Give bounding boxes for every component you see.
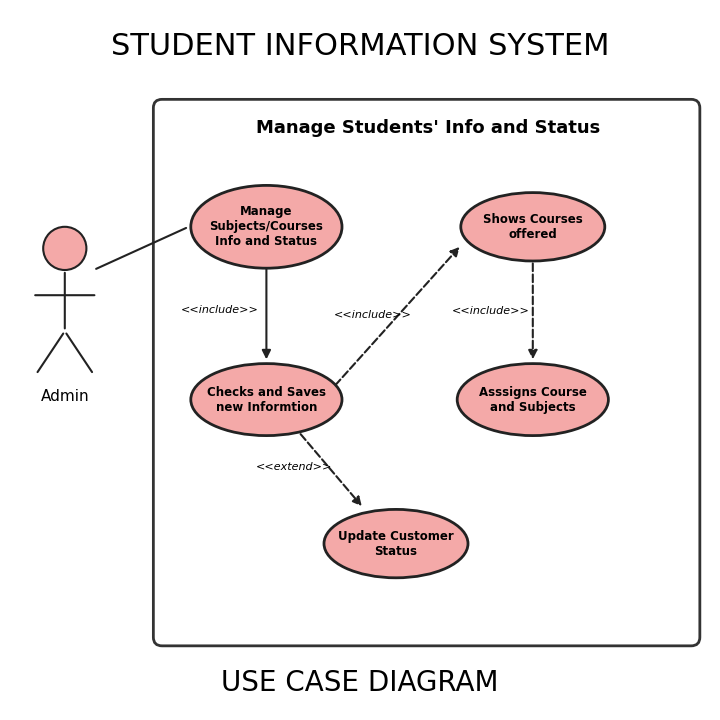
Text: Checks and Saves
new Informtion: Checks and Saves new Informtion	[207, 386, 326, 413]
Text: Shows Courses
offered: Shows Courses offered	[483, 213, 582, 240]
Text: USE CASE DIAGRAM: USE CASE DIAGRAM	[221, 669, 499, 696]
Text: <<extend>>: <<extend>>	[256, 462, 332, 472]
Text: <<include>>: <<include>>	[452, 306, 530, 316]
Ellipse shape	[191, 185, 342, 269]
Text: Asssigns Course
and Subjects: Asssigns Course and Subjects	[479, 386, 587, 413]
Text: <<include>>: <<include>>	[334, 310, 412, 320]
Ellipse shape	[324, 510, 468, 577]
Text: Manage Students' Info and Status: Manage Students' Info and Status	[256, 120, 600, 138]
Text: Admin: Admin	[40, 389, 89, 404]
Ellipse shape	[191, 364, 342, 436]
Ellipse shape	[461, 192, 605, 261]
Text: Manage
Subjects/Courses
Info and Status: Manage Subjects/Courses Info and Status	[210, 205, 323, 248]
Text: Update Customer
Status: Update Customer Status	[338, 530, 454, 557]
Text: <<include>>: <<include>>	[181, 305, 258, 315]
Ellipse shape	[457, 364, 608, 436]
Circle shape	[43, 227, 86, 270]
FancyBboxPatch shape	[153, 99, 700, 646]
Text: STUDENT INFORMATION SYSTEM: STUDENT INFORMATION SYSTEM	[111, 32, 609, 61]
